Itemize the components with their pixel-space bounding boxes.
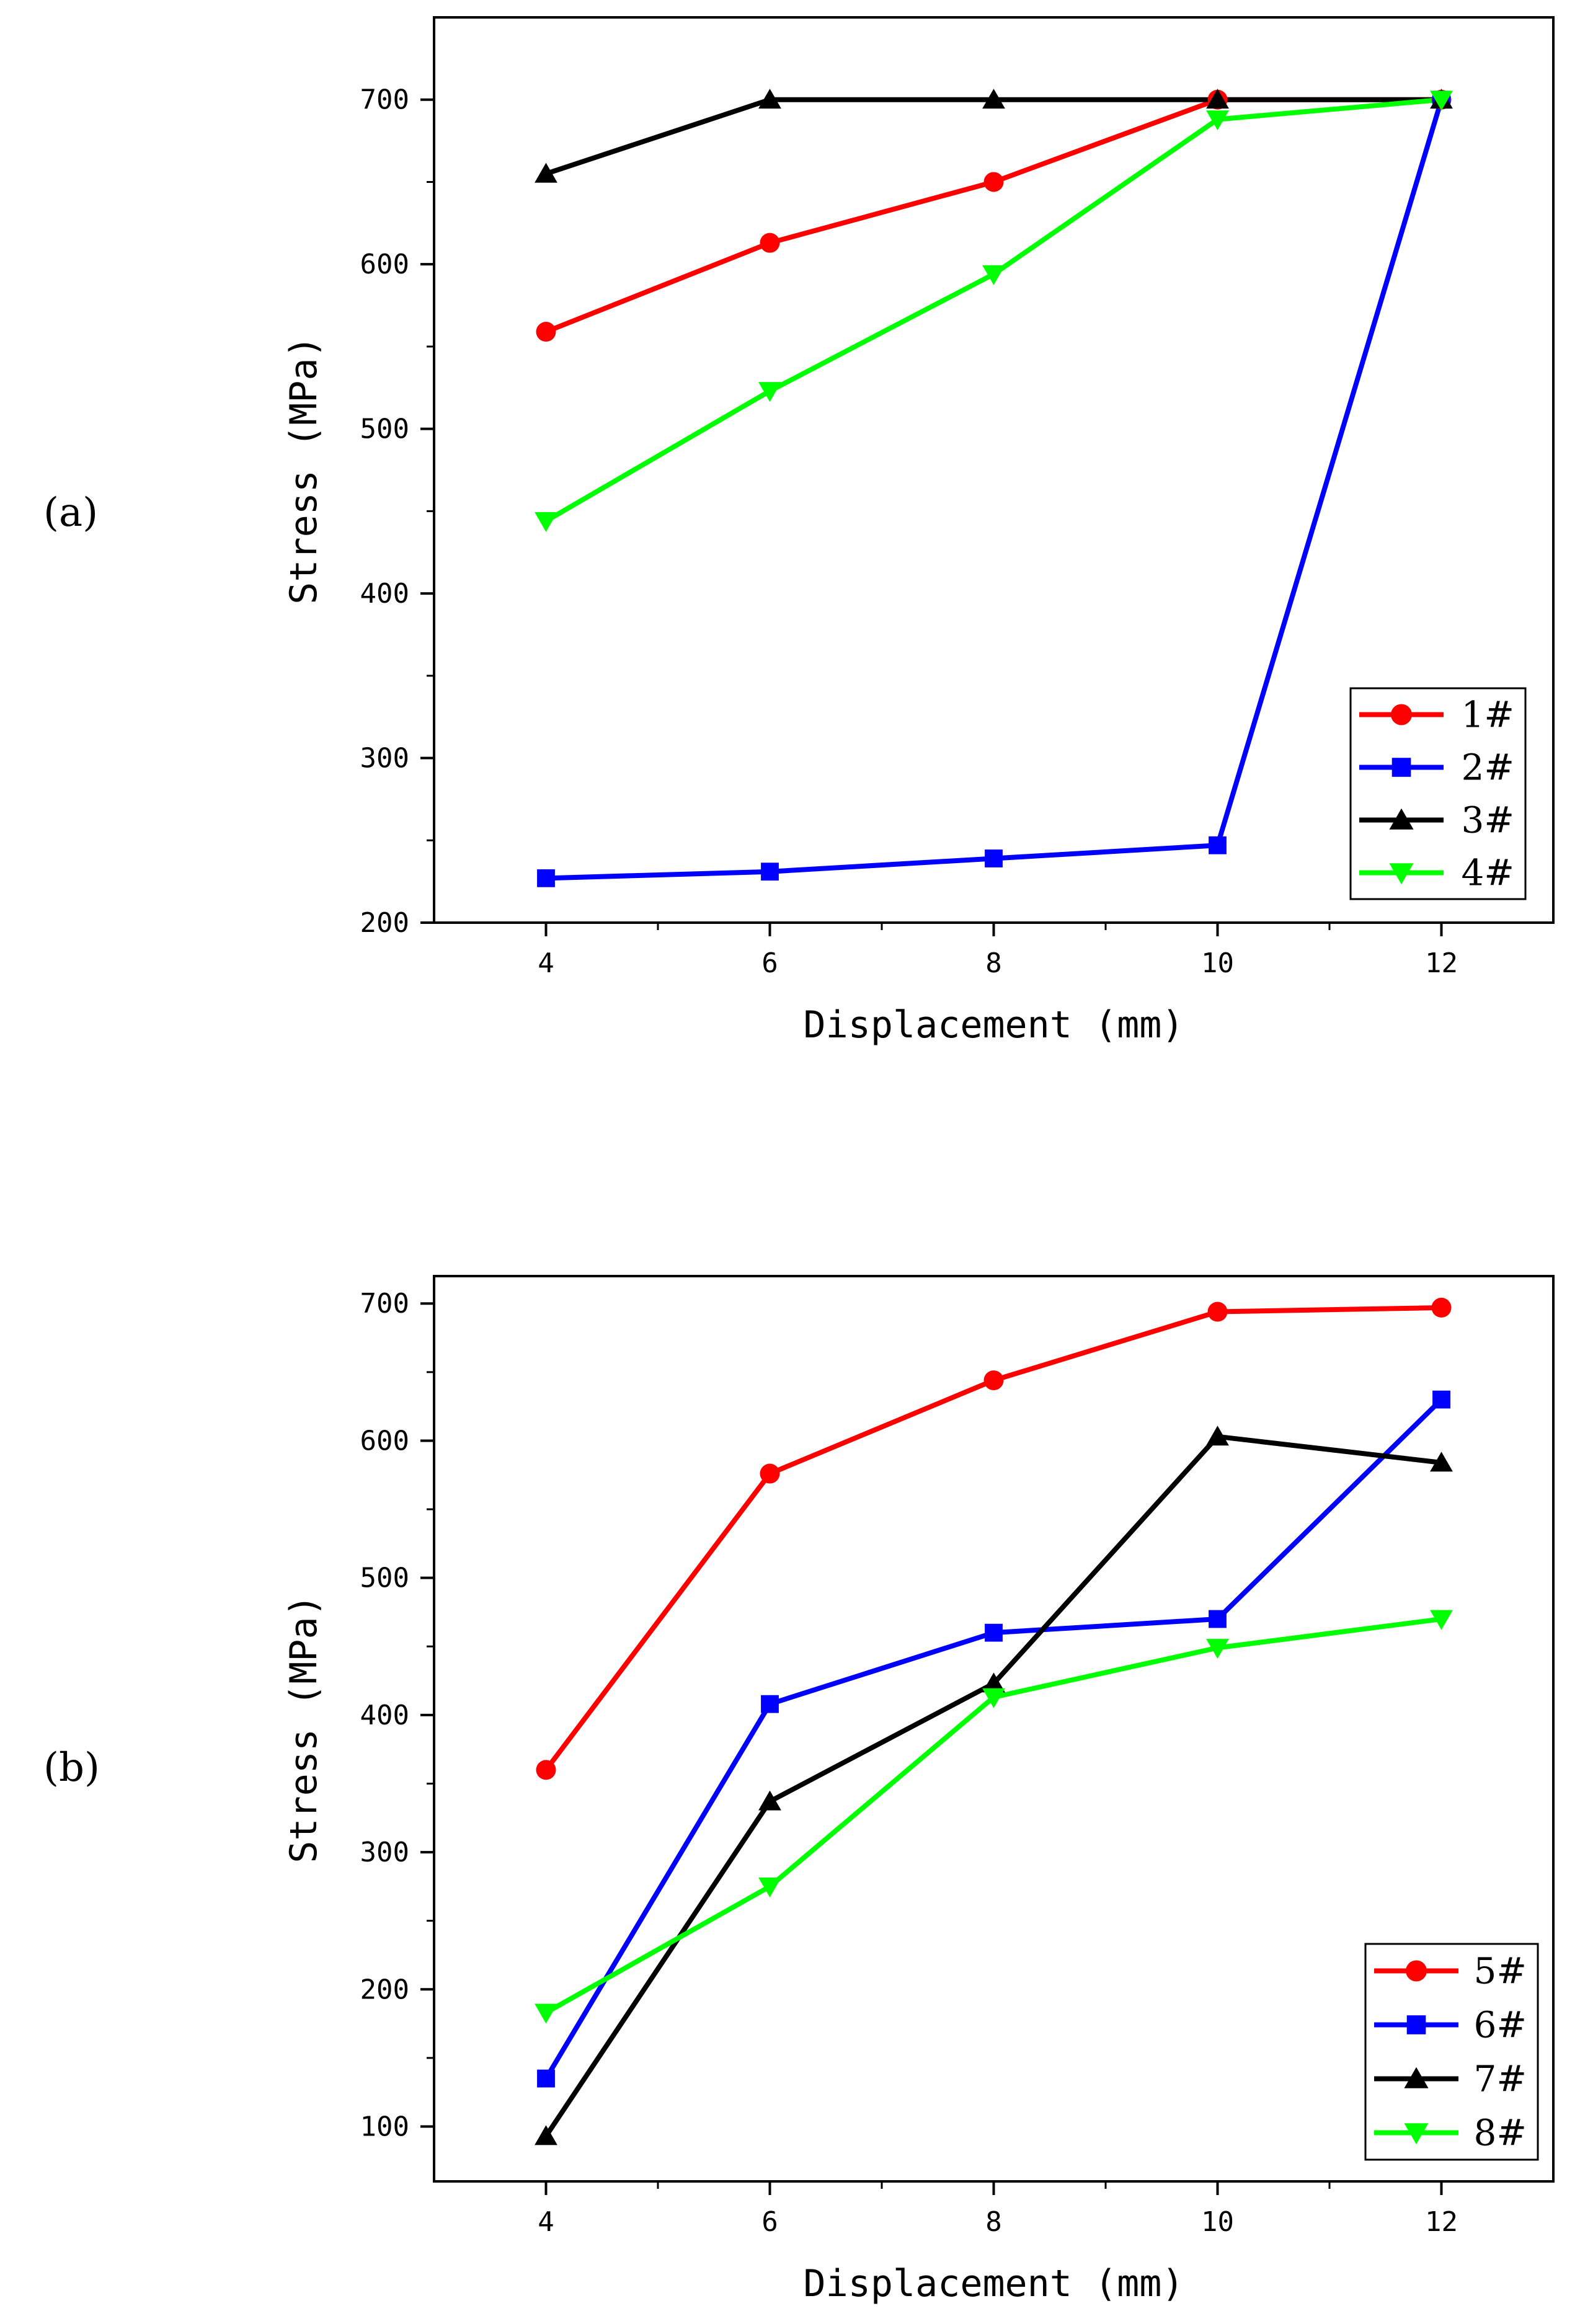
- series-line-2#: [546, 99, 1444, 881]
- x-axis-title: Displacement (mm): [803, 1003, 1184, 1047]
- data-point-6#: [1209, 1610, 1227, 1628]
- series-line-7#: [544, 1434, 1442, 2138]
- legend-marker-4#: [1389, 863, 1414, 885]
- data-point-1#: [536, 322, 556, 342]
- data-point-2#: [537, 869, 555, 887]
- y-tick-label: 600: [360, 1425, 409, 1457]
- legend-marker-7#: [1404, 2067, 1429, 2088]
- data-point-5#: [760, 1463, 780, 1484]
- data-point-5#: [536, 1760, 556, 1780]
- data-point-8#: [535, 2003, 557, 2024]
- legend-label-8#: 8#: [1474, 2112, 1527, 2154]
- x-tick-label: 8: [985, 2206, 1002, 2238]
- legend-label-2#: 2#: [1462, 747, 1515, 789]
- x-tick-label: 4: [538, 947, 554, 979]
- data-point-6#: [761, 1695, 779, 1713]
- data-point-1#: [760, 233, 780, 253]
- y-tick-label: 300: [360, 1837, 409, 1868]
- data-point-5#: [1207, 1302, 1228, 1322]
- data-point-4#: [1430, 91, 1453, 111]
- chart-panel-0: 4 6 8 10 12 200 300 400 500 600 700 Displacement (m…: [43, 16, 1555, 1047]
- legend-label-4#: 4#: [1462, 852, 1515, 894]
- y-tick-label: 400: [360, 1700, 409, 1731]
- panel-label: (b): [43, 1745, 100, 1791]
- data-point-4#: [758, 382, 781, 402]
- legend-box: [1364, 1943, 1539, 2161]
- legend-marker-1#: [1391, 704, 1412, 725]
- legend-label-5#: 5#: [1474, 1950, 1527, 1992]
- series-line-1#: [545, 97, 1442, 334]
- data-point-4#: [535, 512, 557, 532]
- data-point-7#: [1430, 1452, 1453, 1472]
- series-line-6#: [544, 1398, 1444, 2080]
- x-tick-label: 4: [538, 2206, 554, 2238]
- data-point-5#: [1431, 1297, 1452, 1318]
- legend-label-1#: 1#: [1462, 694, 1515, 736]
- x-tick-label: 10: [1201, 947, 1234, 979]
- data-point-8#: [758, 1877, 781, 1897]
- data-point-5#: [983, 1370, 1004, 1391]
- x-axis-title: Displacement (mm): [803, 2262, 1184, 2305]
- data-point-3#: [1206, 89, 1229, 109]
- panel-label: (a): [43, 490, 98, 536]
- data-point-7#: [535, 2125, 557, 2145]
- y-tick-label: 200: [360, 907, 409, 939]
- x-tick-label: 12: [1425, 2206, 1458, 2238]
- x-tick-label: 10: [1201, 2206, 1234, 2238]
- data-point-7#: [982, 1672, 1005, 1693]
- data-point-4#: [1206, 110, 1229, 131]
- y-tick-label: 300: [360, 743, 409, 774]
- legend-label-7#: 7#: [1474, 2058, 1527, 2100]
- data-point-4#: [982, 265, 1005, 285]
- legend-box: [1349, 687, 1527, 900]
- data-point-3#: [758, 89, 781, 109]
- legend-label-3#: 3#: [1462, 799, 1515, 841]
- data-point-6#: [537, 2069, 555, 2088]
- y-axis-title: Stress (MPa): [282, 1594, 326, 1863]
- legend-marker-3#: [1389, 808, 1414, 830]
- x-tick-label: 8: [985, 947, 1002, 979]
- x-tick-label: 12: [1425, 947, 1458, 979]
- y-tick-label: 700: [360, 84, 409, 116]
- legend-label-6#: 6#: [1474, 2004, 1527, 2046]
- data-point-7#: [758, 1790, 781, 1811]
- legend-marker-8#: [1404, 2123, 1429, 2145]
- y-tick-label: 500: [360, 1563, 409, 1594]
- y-tick-label: 700: [360, 1288, 409, 1319]
- data-point-6#: [1432, 1390, 1450, 1409]
- y-tick-label: 100: [360, 2111, 409, 2143]
- y-tick-label: 400: [360, 578, 409, 610]
- y-tick-label: 500: [360, 414, 409, 445]
- legend-marker-5#: [1406, 1960, 1427, 1982]
- data-point-7#: [1206, 1426, 1229, 1446]
- data-point-1#: [983, 172, 1004, 192]
- data-point-3#: [535, 162, 557, 183]
- data-point-2#: [985, 849, 1003, 867]
- x-tick-label: 6: [761, 947, 778, 979]
- data-point-3#: [982, 89, 1005, 109]
- data-point-8#: [1430, 1610, 1453, 1630]
- legend-marker-2#: [1391, 758, 1411, 777]
- series-line-4#: [544, 97, 1442, 523]
- y-axis-title: Stress (MPa): [282, 335, 326, 604]
- data-point-8#: [1206, 1639, 1229, 1659]
- data-point-2#: [1209, 836, 1227, 854]
- data-point-8#: [982, 1688, 1005, 1708]
- x-tick-label: 6: [761, 2206, 778, 2238]
- chart-panel-1: 4 6 8 10 12 100 200 300 400 500 600 700 Displacement…: [43, 1275, 1555, 2305]
- data-point-2#: [761, 863, 779, 881]
- legend-marker-6#: [1406, 2015, 1426, 2034]
- y-tick-label: 600: [360, 249, 409, 280]
- data-point-6#: [985, 1623, 1003, 1642]
- y-tick-label: 200: [360, 1974, 409, 2005]
